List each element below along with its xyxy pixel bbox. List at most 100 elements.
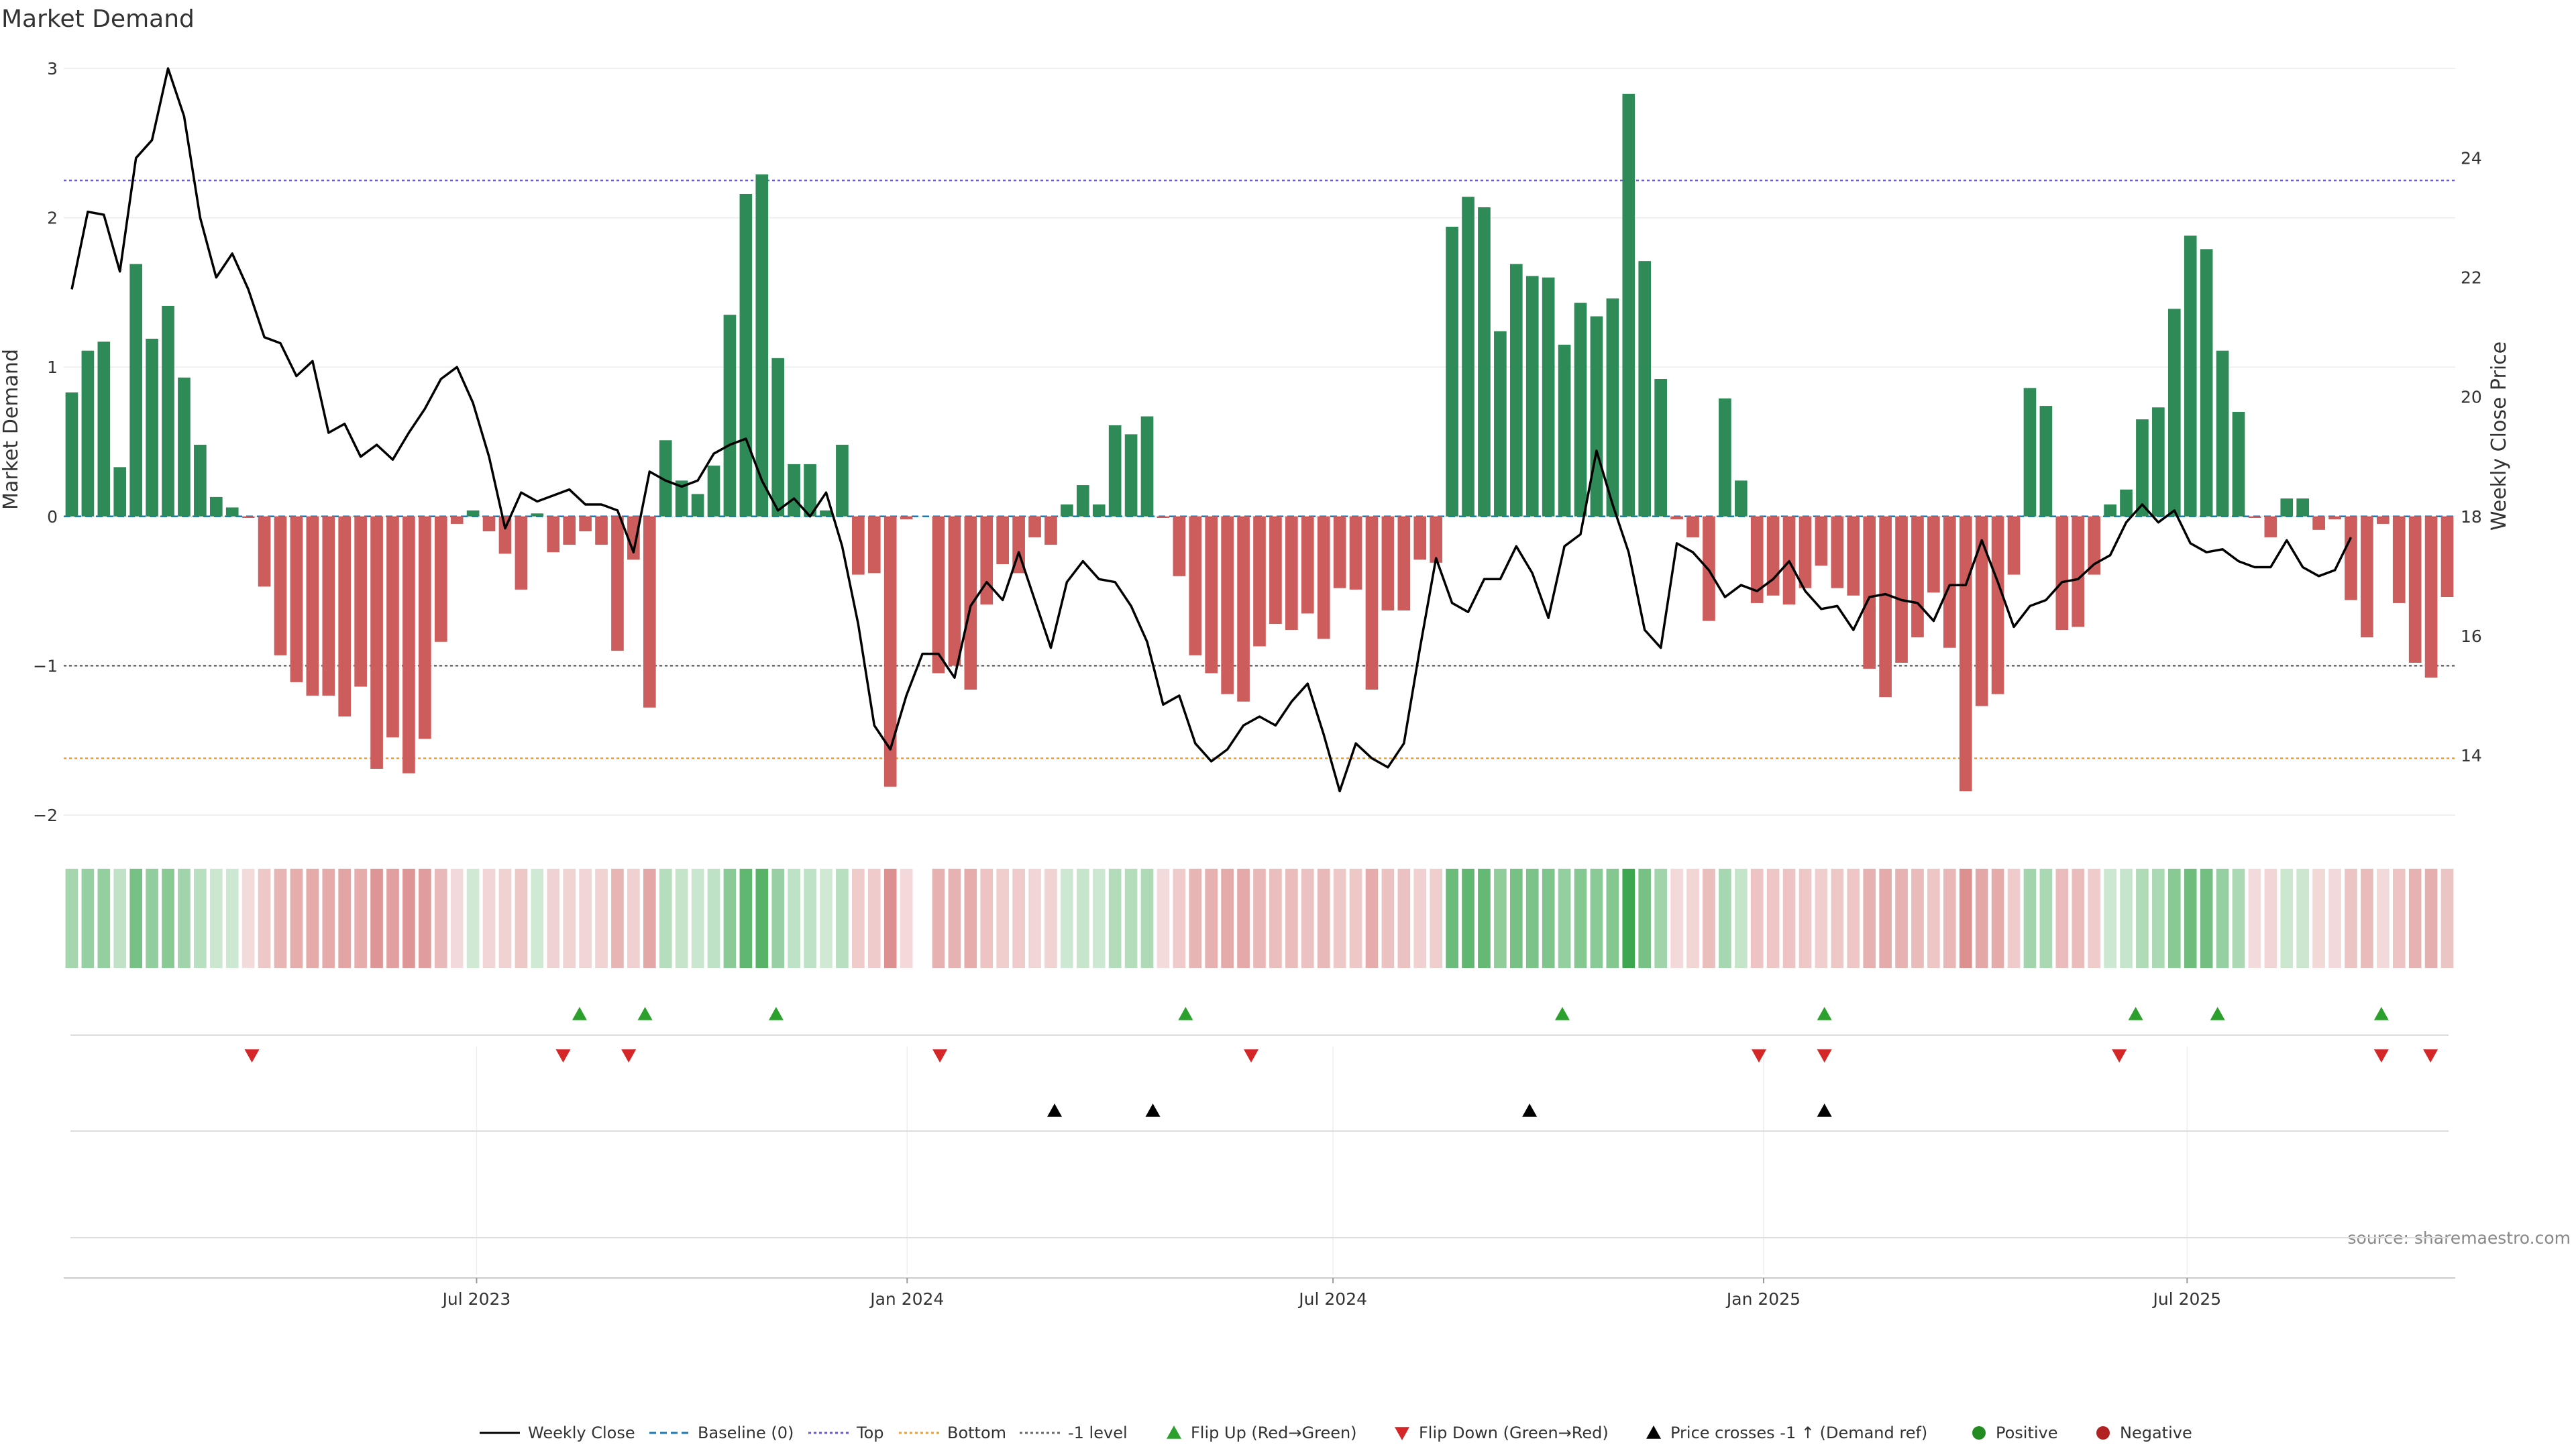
demand-bar — [1253, 516, 1266, 647]
strip-cell — [1397, 869, 1411, 968]
y-right-tick-label: 22 — [2461, 268, 2482, 288]
demand-bar — [1799, 516, 1812, 588]
demand-bar — [659, 440, 672, 517]
strip-cell — [755, 869, 769, 968]
demand-bar — [482, 516, 496, 532]
strip-cell — [1879, 869, 1892, 968]
demand-bar — [1991, 516, 2004, 694]
demand-bar — [1574, 303, 1587, 517]
strip-cell — [2345, 869, 2357, 968]
demand-bar — [1670, 516, 1683, 520]
strip-cell — [820, 869, 833, 968]
strip-cell — [1895, 869, 1908, 968]
demand-bar — [1237, 516, 1250, 702]
demand-bar — [1542, 277, 1555, 517]
demand-bar — [1349, 516, 1362, 590]
demand-bar — [209, 496, 223, 517]
strip-cell — [178, 869, 191, 968]
demand-bar — [1108, 425, 1122, 517]
strip-cell — [707, 869, 720, 968]
weekly-close-line — [70, 67, 2353, 793]
strip-cell — [1381, 869, 1395, 968]
strip-cell — [1140, 869, 1154, 968]
strip-cell — [1413, 869, 1427, 968]
y-axis-left: −2 −1 0 1 2 3 — [33, 59, 58, 825]
y-right-tick-label: 14 — [2461, 746, 2482, 765]
demand-bar — [1734, 480, 1748, 517]
strip-cell — [1157, 869, 1170, 968]
strip-cell — [1301, 869, 1314, 968]
demand-bar — [466, 510, 480, 517]
legend-label: Flip Down (Green→Red) — [1419, 1424, 1609, 1442]
legend: Weekly Close Baseline (0) Top Bottom -1 leve… — [480, 1424, 2192, 1442]
strip-cell — [2312, 869, 2325, 968]
strip-cell — [450, 869, 464, 968]
strip-cell — [2007, 869, 2021, 968]
strip-cell — [241, 869, 255, 968]
demand-bar — [1076, 485, 1089, 517]
strip-cell — [900, 869, 913, 968]
demand-bar — [97, 341, 111, 517]
strip-cell — [2167, 869, 2181, 968]
strip-cell — [611, 869, 624, 968]
strip-cell — [2248, 869, 2261, 968]
demand-bar — [723, 315, 737, 517]
demand-bar — [804, 464, 816, 517]
strip-cell — [2104, 869, 2116, 968]
demand-bar — [1189, 516, 1202, 655]
strip-cell — [788, 869, 800, 968]
demand-bar — [1590, 316, 1603, 517]
strip-cell — [1670, 869, 1683, 968]
demand-bar — [178, 377, 191, 517]
strip-cell — [563, 869, 576, 968]
demand-bar — [1927, 516, 1940, 593]
strip-cell — [2408, 869, 2422, 968]
strip-cell — [2361, 869, 2373, 968]
demand-bar — [1140, 416, 1154, 517]
y-right-tick-label: 16 — [2461, 627, 2482, 646]
demand-bar — [2200, 249, 2213, 517]
demand-bar — [595, 516, 608, 545]
legend-label: Price crosses -1 ↑ (Demand ref) — [1670, 1424, 1927, 1442]
strip-cell — [1766, 869, 1780, 968]
flip-down-marker — [2112, 1049, 2127, 1063]
demand-bar — [258, 516, 271, 587]
strip-cell — [1205, 869, 1218, 968]
strip-cell — [2152, 869, 2165, 968]
strip-cell — [547, 869, 560, 968]
flip-up-marker — [572, 1007, 587, 1020]
demand-bar — [306, 516, 319, 696]
price-cross-marker — [1047, 1104, 1063, 1117]
demand-bar — [129, 264, 142, 517]
strip-cell — [723, 869, 737, 968]
strip-cell — [1831, 869, 1844, 968]
strip-cell — [2328, 869, 2341, 968]
flip-down-marker — [1244, 1049, 1259, 1063]
strip-cell — [2424, 869, 2438, 968]
price-cross-marker — [1145, 1104, 1161, 1117]
strip-cell — [1782, 869, 1796, 968]
demand-bar — [1205, 516, 1218, 674]
strip-cell — [2120, 869, 2133, 968]
demand-bar — [2392, 516, 2406, 603]
demand-bar — [1478, 207, 1491, 517]
strip-cell — [1525, 869, 1539, 968]
strip-cell — [1638, 869, 1652, 968]
strip-cell — [1863, 869, 1876, 968]
demand-bar — [1622, 93, 1635, 517]
demand-bar — [996, 516, 1010, 565]
price-line-layer — [70, 67, 2353, 793]
strip-cell — [1815, 869, 1828, 968]
demand-bar — [1430, 516, 1443, 563]
strip-cell — [306, 869, 319, 968]
flip-down-marker — [1817, 1049, 1832, 1063]
demand-bar — [1638, 261, 1652, 517]
demand-bar — [1124, 434, 1138, 517]
demand-bar — [2216, 350, 2229, 517]
demand-bar — [338, 516, 352, 717]
strip-cell — [146, 869, 158, 968]
demand-bar — [2232, 411, 2245, 517]
demand-bar — [1301, 516, 1314, 614]
strip-cell — [675, 869, 688, 968]
